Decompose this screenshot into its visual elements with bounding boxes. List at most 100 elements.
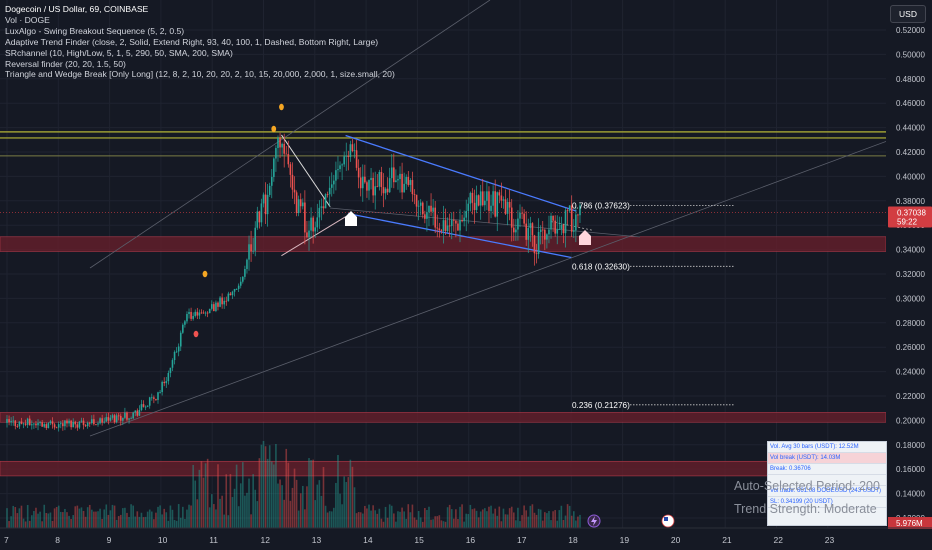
candle-body [421, 202, 424, 215]
volume-bar [341, 504, 343, 528]
volume-bar [380, 518, 383, 528]
candle-body [401, 173, 403, 193]
candle-body [579, 205, 581, 216]
candle-body [192, 315, 194, 319]
volume-bar [219, 498, 221, 528]
candle-body [242, 276, 244, 282]
candle-body [186, 314, 188, 322]
candle-body [455, 220, 457, 224]
volume-bar [314, 500, 317, 528]
price-axis[interactable]: 0.120000.140000.160000.180000.200000.220… [886, 0, 932, 550]
candle-body [126, 412, 128, 420]
volume-bar [492, 513, 494, 528]
volume-bar [535, 514, 538, 528]
candle-body [374, 186, 377, 196]
candle-body [318, 207, 321, 218]
volume-bar [399, 511, 401, 528]
volume-bar [345, 482, 348, 528]
candle-body [306, 232, 308, 238]
volume-bar [150, 511, 153, 528]
volume-bar [393, 513, 395, 528]
legend-line-srchannel[interactable]: SRchannel (10, High/Low, 5, 1, 5, 290, 5… [5, 47, 233, 58]
legend-line-volume[interactable]: Vol · DOGE [5, 14, 50, 25]
volume-bar [237, 506, 240, 528]
candle-body [113, 415, 116, 423]
price-tick-label: 0.42000 [896, 148, 925, 157]
candle-body [20, 421, 23, 424]
legend-line-triangle-wedge[interactable]: Triangle and Wedge Break [Only Long] (12… [5, 69, 395, 80]
volume-bar [471, 509, 474, 528]
time-tick-label: 23 [825, 535, 835, 545]
volume-bar [167, 520, 170, 528]
candle-body [446, 225, 449, 231]
volume-bar [544, 512, 546, 528]
currency-button[interactable]: USD [890, 5, 926, 23]
candle-body [339, 165, 341, 170]
info-row-blank [768, 475, 886, 486]
volume-bar [91, 509, 93, 528]
volume-bar [35, 507, 37, 528]
candle-body [136, 410, 139, 416]
candle-body [494, 191, 496, 217]
info-row-vol-trade: Vol trade: 661.08 DOGEUSD (243 USDT) [768, 486, 886, 497]
volume-bar [223, 514, 225, 528]
candle-body [153, 397, 155, 399]
legend-line-trend-finder[interactable]: Adaptive Trend Finder (close, 2, Solid, … [5, 36, 379, 47]
candle-body [471, 192, 474, 203]
candle-body [161, 381, 163, 393]
volume-bar [252, 474, 254, 528]
candle-body [252, 250, 254, 252]
candle-body [82, 420, 85, 426]
volume-bar [579, 514, 581, 528]
info-row-break: Break: 0.36706 [768, 464, 886, 475]
volume-bar [409, 512, 412, 528]
candle-body [519, 212, 521, 219]
volume-bar [481, 509, 484, 528]
volume-bar [523, 505, 525, 528]
candle-body [492, 191, 494, 206]
candle-body [68, 420, 70, 424]
volume-bar [66, 512, 68, 528]
legend-line-swing-breakout[interactable]: LuxAlgo - Swing Breakout Sequence (5, 2,… [5, 25, 185, 36]
symbol-title[interactable]: Dogecoin / US Dollar, 69, COINBASE [5, 4, 149, 14]
price-tick-label: 0.30000 [896, 294, 925, 303]
volume-bar [531, 504, 534, 528]
time-axis[interactable]: 7 8 9 10 11 12 13 14 15 16 17 18 19 20 21 22 23 [0, 527, 932, 545]
volume-bar [442, 521, 445, 528]
volume-bar [239, 483, 242, 528]
volume-bar [283, 499, 285, 528]
volume-bar [343, 476, 345, 528]
candle-body [546, 234, 548, 240]
volume-bar [275, 443, 277, 528]
legend-line-reversal-finder[interactable]: Reversal finder (20, 20, 1.5, 50) [5, 58, 126, 69]
volume-bar [494, 508, 496, 528]
volume-bar [186, 509, 188, 528]
volume-bar [297, 510, 300, 528]
candle-body [366, 182, 368, 191]
price-tick-label: 0.20000 [896, 416, 925, 425]
time-tick-label: 21 [722, 535, 732, 545]
time-tick-label: 18 [568, 535, 578, 545]
candle-body [453, 219, 455, 221]
volume-bar [529, 505, 532, 528]
candle-body [550, 215, 552, 230]
volume-bar [390, 505, 393, 528]
volume-bar [37, 513, 39, 528]
volume-bar [395, 521, 397, 528]
candle-body [521, 212, 523, 214]
price-tick-label: 0.26000 [896, 343, 925, 352]
candle-body [314, 227, 317, 232]
volume-bar [291, 487, 294, 528]
candle-body [103, 421, 106, 423]
price-tick-label: 0.34000 [896, 246, 925, 255]
candle-body [28, 418, 31, 426]
candle-body [18, 421, 21, 427]
price-tick-label: 0.48000 [896, 75, 925, 84]
candle-body [254, 227, 257, 251]
candle-body [343, 156, 345, 165]
volume-bar [279, 479, 281, 528]
candle-body [533, 235, 536, 254]
volume-bar [337, 455, 339, 528]
candle-body [361, 176, 364, 189]
